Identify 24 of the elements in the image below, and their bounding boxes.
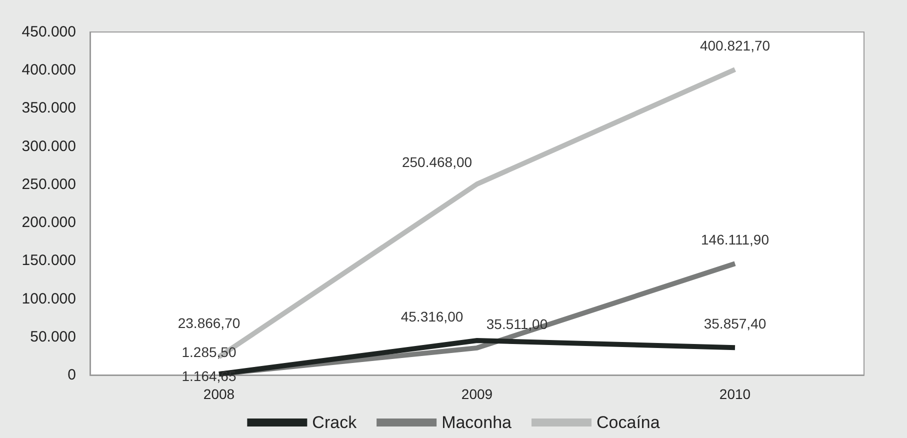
data-label: 35.511,00 [486, 316, 548, 332]
data-label: 45.316,00 [400, 308, 464, 324]
x-tick-label: 2010 [719, 386, 751, 402]
data-label: 35.857,40 [704, 316, 766, 332]
data-label: 146.111,90 [701, 232, 770, 248]
y-tick-label: 300.000 [22, 138, 76, 155]
legend-label: Maconha [442, 413, 512, 432]
data-label: 400.821,70 [700, 37, 770, 54]
y-tick-label: 100.000 [22, 290, 76, 308]
data-label: 23.866,70 [178, 314, 240, 331]
y-tick-label: 150.000 [22, 252, 76, 270]
legend-label: Crack [312, 413, 358, 432]
legend-label: Cocaína [596, 413, 660, 432]
y-tick-label: 50.000 [30, 328, 76, 346]
y-tick-label: 350.000 [22, 100, 76, 117]
y-tick-label: 250.000 [22, 176, 76, 193]
y-tick-label: 0 [68, 366, 76, 384]
y-tick-label: 400.000 [22, 62, 76, 79]
x-tick-label: 2009 [461, 386, 493, 402]
y-tick-label: 200.000 [22, 214, 76, 232]
y-tick-label: 450.000 [22, 24, 76, 40]
x-tick-label: 2008 [203, 386, 235, 402]
data-label: 1.285,50 [182, 344, 236, 360]
data-label: 250.468,00 [402, 154, 472, 170]
